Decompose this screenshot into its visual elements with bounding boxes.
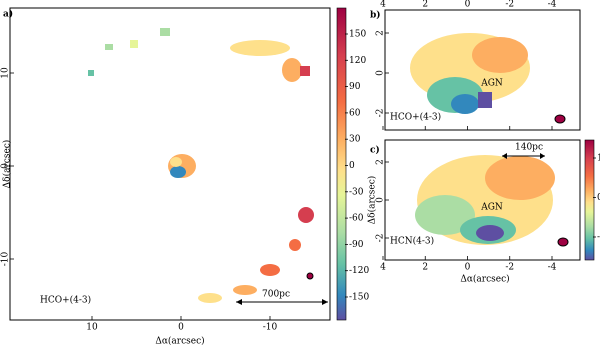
- line-label: HCN(4-3): [390, 236, 434, 247]
- x-tick-label: 0: [465, 0, 471, 10]
- x-tick-label: 4: [380, 0, 386, 10]
- colorbar-tick-label: -60: [349, 214, 364, 224]
- panel-label: c): [370, 145, 380, 156]
- line-label: HCO+(4-3): [40, 295, 91, 306]
- colorbar-tick-label: -150: [349, 293, 369, 303]
- colorbar-tick-label: 30: [349, 135, 361, 145]
- x-tick-label: -4: [548, 263, 557, 273]
- y-tick-label: -2: [376, 109, 386, 118]
- colorbar-tick-label: -120: [349, 266, 369, 276]
- scale-label: 140pc: [515, 143, 543, 153]
- x-tick-label: -4: [548, 0, 557, 10]
- y-tick-label: 10: [1, 67, 11, 79]
- panel-label: b): [370, 10, 381, 21]
- colorbar-tick-label: -100: [597, 233, 600, 243]
- x-tick-label: 0: [178, 323, 184, 333]
- y-tick-label: 2: [376, 30, 386, 36]
- x-axis-label: Δα(arcsec): [460, 274, 509, 285]
- y-axis-label: Δδ(arcsec): [2, 140, 13, 189]
- x-axis-label: Δα(arcsec): [155, 336, 204, 347]
- panel-b-frame: [384, 9, 581, 131]
- y-tick-label: 0: [376, 70, 386, 76]
- y-tick-label: -10: [1, 251, 11, 266]
- colorbar-tick-label: 150: [349, 30, 366, 40]
- x-tick-label: 0: [465, 263, 471, 273]
- x-tick-label: 10: [86, 323, 98, 333]
- panel-c-map: [415, 153, 569, 247]
- marker-label: AGN: [480, 79, 503, 89]
- x-tick-label: -2: [505, 0, 514, 10]
- x-tick-label: 2: [422, 0, 428, 10]
- x-tick-label: -10: [263, 323, 278, 333]
- x-tick-label: 4: [380, 263, 386, 273]
- y-tick-label: 2: [376, 159, 386, 165]
- y-tick-label: 0: [376, 197, 386, 203]
- scale-label: 700pc: [262, 290, 290, 300]
- panel-label: a): [3, 9, 13, 20]
- colorbar-a: [336, 7, 347, 321]
- colorbar-tick-label: -30: [349, 187, 364, 197]
- y-axis-label: Δδ(arcsec): [367, 176, 378, 225]
- panel-a-map: [88, 28, 328, 305]
- panel-a-frame: [9, 7, 331, 321]
- colorbar-tick-label: 100: [597, 154, 600, 164]
- colorbar-tick-label: -90: [349, 240, 364, 250]
- colorbar-c: [584, 139, 595, 261]
- x-tick-label: 2: [422, 263, 428, 273]
- x-tick-label: -2: [505, 263, 514, 273]
- colorbar-tick-label: 0: [349, 161, 355, 171]
- panel-b-map: [410, 33, 566, 124]
- y-tick-label: -2: [376, 234, 386, 243]
- colorbar-tick-label: 90: [349, 82, 361, 92]
- marker-label: AGN: [480, 203, 503, 213]
- colorbar-tick-label: 120: [349, 56, 366, 66]
- line-label: HCO+(4-3): [390, 112, 441, 123]
- y-tick-label: 0: [1, 163, 11, 169]
- colorbar-tick-label: 60: [349, 108, 361, 118]
- colorbar-tick-label: 0: [597, 193, 600, 203]
